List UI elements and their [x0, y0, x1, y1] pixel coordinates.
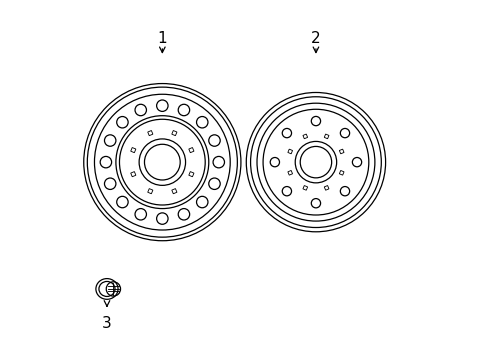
Text: 3: 3	[102, 316, 112, 331]
Text: 1: 1	[157, 31, 167, 46]
Text: 2: 2	[310, 31, 320, 46]
